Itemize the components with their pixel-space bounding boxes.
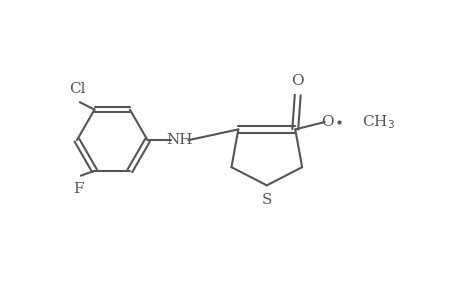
Text: F: F — [73, 182, 84, 196]
Text: O: O — [320, 115, 333, 129]
Text: O: O — [291, 74, 303, 88]
Text: NH: NH — [166, 133, 192, 147]
Text: S: S — [261, 193, 271, 207]
Text: Cl: Cl — [69, 82, 85, 96]
Text: CH$_3$: CH$_3$ — [361, 113, 394, 131]
